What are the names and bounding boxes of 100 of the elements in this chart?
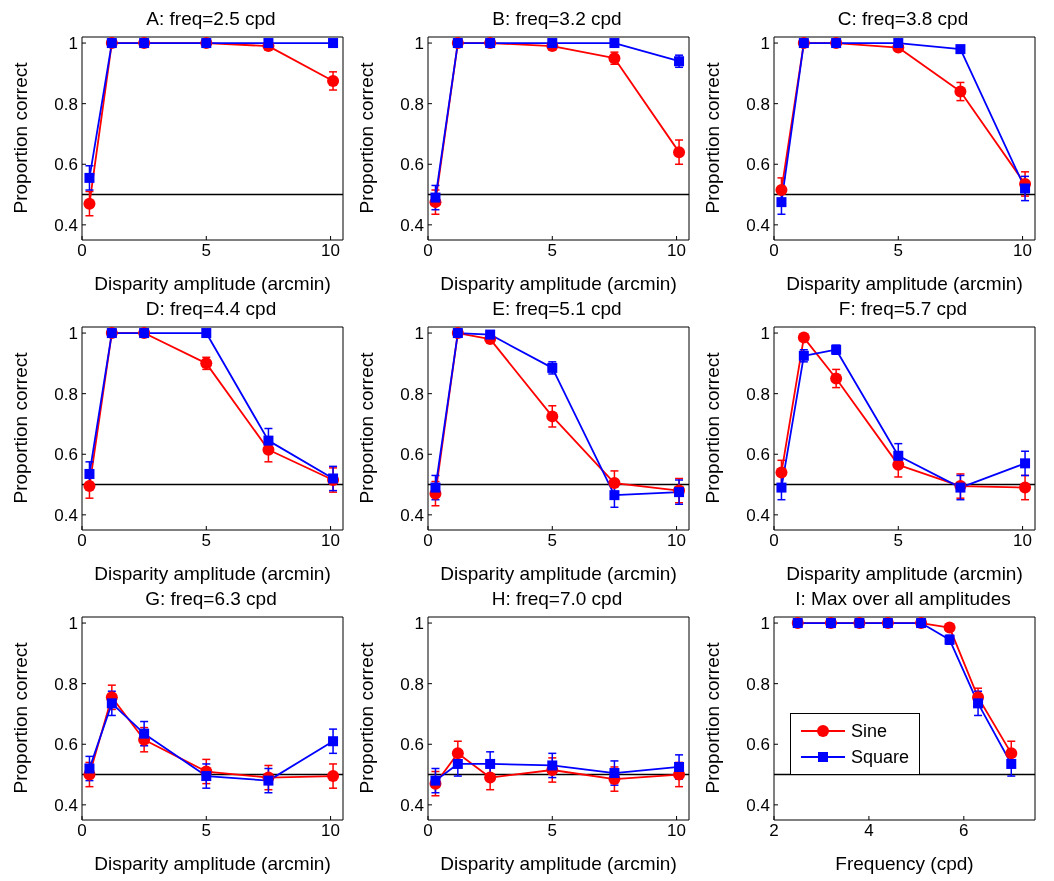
y-tick-label: 0.6 bbox=[54, 445, 78, 465]
x-tick-label: 5 bbox=[893, 531, 904, 551]
point bbox=[609, 490, 620, 501]
point bbox=[327, 74, 340, 87]
y-tick-label: 0.6 bbox=[400, 155, 424, 175]
y-tick-label: 0.6 bbox=[54, 735, 78, 755]
x-tick-label: 5 bbox=[201, 241, 212, 261]
y-axis-title: Proportion correct bbox=[9, 641, 31, 794]
x-tick-label: 2 bbox=[769, 821, 779, 841]
y-axis-title: Proportion correct bbox=[9, 61, 31, 214]
y-tick-label: 0.4 bbox=[54, 505, 78, 525]
point bbox=[1020, 183, 1031, 194]
y-axis-title: Proportion correct bbox=[701, 61, 723, 214]
point bbox=[1020, 458, 1031, 469]
y-axis-title: Proportion correct bbox=[355, 61, 377, 214]
point bbox=[139, 728, 150, 739]
x-axis-title: Disparity amplitude (arcmin) bbox=[94, 273, 331, 294]
point bbox=[546, 410, 559, 423]
point bbox=[943, 621, 956, 634]
point bbox=[484, 771, 497, 784]
point bbox=[609, 38, 620, 49]
y-tick-label: 0.4 bbox=[400, 505, 424, 525]
x-axis-title: Frequency (cpd) bbox=[835, 853, 974, 874]
chart-title: I: Max over all amplitudes bbox=[794, 588, 1012, 610]
y-tick-label: 0.4 bbox=[54, 215, 78, 235]
chart-title: G: freq=6.3 cpd bbox=[144, 588, 278, 610]
chart-title: A: freq=2.5 cpd bbox=[145, 8, 277, 30]
point bbox=[776, 197, 787, 208]
x-tick-label: 0 bbox=[423, 531, 433, 551]
chart-title: E: freq=5.1 cpd bbox=[491, 298, 623, 320]
point bbox=[1006, 758, 1017, 769]
point bbox=[263, 435, 274, 446]
y-axis-title: Proportion correct bbox=[9, 351, 31, 504]
point bbox=[485, 329, 496, 340]
x-tick-label: 10 bbox=[1013, 241, 1033, 261]
point bbox=[547, 38, 558, 49]
y-tick-label: 1 bbox=[760, 324, 770, 344]
point bbox=[430, 192, 441, 203]
x-tick-label: 10 bbox=[321, 821, 341, 841]
point bbox=[263, 38, 274, 49]
point bbox=[328, 736, 339, 747]
y-tick-label: 0.6 bbox=[746, 445, 770, 465]
y-axis-title: Proportion correct bbox=[355, 641, 377, 794]
x-tick-label: 5 bbox=[201, 821, 212, 841]
x-axis-title: Disparity amplitude (arcmin) bbox=[786, 563, 1023, 584]
y-tick-label: 1 bbox=[68, 324, 78, 344]
chart-title: F: freq=5.7 cpd bbox=[837, 298, 969, 320]
point bbox=[201, 328, 212, 339]
y-tick-label: 1 bbox=[414, 614, 424, 634]
point bbox=[608, 477, 621, 490]
point bbox=[84, 172, 95, 183]
y-tick-label: 0.6 bbox=[746, 155, 770, 175]
x-tick-label: 10 bbox=[321, 241, 341, 261]
point bbox=[776, 482, 787, 493]
point bbox=[83, 480, 96, 493]
x-axis-title: Disparity amplitude (arcmin) bbox=[440, 563, 677, 584]
point bbox=[106, 698, 117, 709]
x-tick-label: 0 bbox=[423, 821, 433, 841]
y-tick-label: 0.4 bbox=[400, 795, 424, 815]
chart-title: D: freq=4.4 cpd bbox=[144, 298, 278, 320]
point bbox=[328, 38, 339, 49]
point bbox=[954, 85, 967, 98]
x-tick-label: 0 bbox=[77, 821, 87, 841]
y-tick-label: 0.8 bbox=[54, 674, 78, 694]
x-tick-label: 5 bbox=[547, 531, 558, 551]
point bbox=[973, 698, 984, 709]
point bbox=[84, 468, 95, 479]
x-axis-title: Disparity amplitude (arcmin) bbox=[94, 853, 331, 874]
point bbox=[485, 758, 496, 769]
point bbox=[327, 770, 340, 783]
point bbox=[452, 758, 463, 769]
x-tick-label: 4 bbox=[864, 821, 874, 841]
y-tick-label: 1 bbox=[760, 34, 770, 54]
x-tick-label: 5 bbox=[547, 821, 558, 841]
point bbox=[83, 197, 96, 210]
x-tick-label: 0 bbox=[769, 241, 779, 261]
y-tick-label: 0.8 bbox=[54, 94, 78, 114]
y-tick-label: 0.6 bbox=[54, 155, 78, 175]
x-axis-title: Disparity amplitude (arcmin) bbox=[94, 563, 331, 584]
y-tick-label: 0.4 bbox=[54, 795, 78, 815]
y-tick-label: 1 bbox=[760, 614, 770, 634]
y-tick-label: 0.4 bbox=[746, 215, 770, 235]
point bbox=[201, 771, 212, 782]
point bbox=[430, 482, 441, 493]
point bbox=[263, 775, 274, 786]
point bbox=[547, 760, 558, 771]
legend-label: Sine bbox=[851, 720, 888, 742]
point bbox=[955, 44, 966, 55]
chart-title: B: freq=3.2 cpd bbox=[491, 8, 623, 30]
y-tick-label: 0.4 bbox=[746, 795, 770, 815]
x-tick-label: 10 bbox=[667, 821, 687, 841]
y-tick-label: 0.4 bbox=[746, 505, 770, 525]
y-tick-label: 1 bbox=[414, 34, 424, 54]
x-tick-label: 5 bbox=[547, 241, 558, 261]
y-tick-label: 0.4 bbox=[400, 215, 424, 235]
point bbox=[451, 747, 464, 760]
legend-label: Square bbox=[851, 746, 910, 768]
point bbox=[673, 146, 686, 159]
point bbox=[1005, 747, 1018, 760]
y-tick-label: 0.8 bbox=[746, 384, 770, 404]
